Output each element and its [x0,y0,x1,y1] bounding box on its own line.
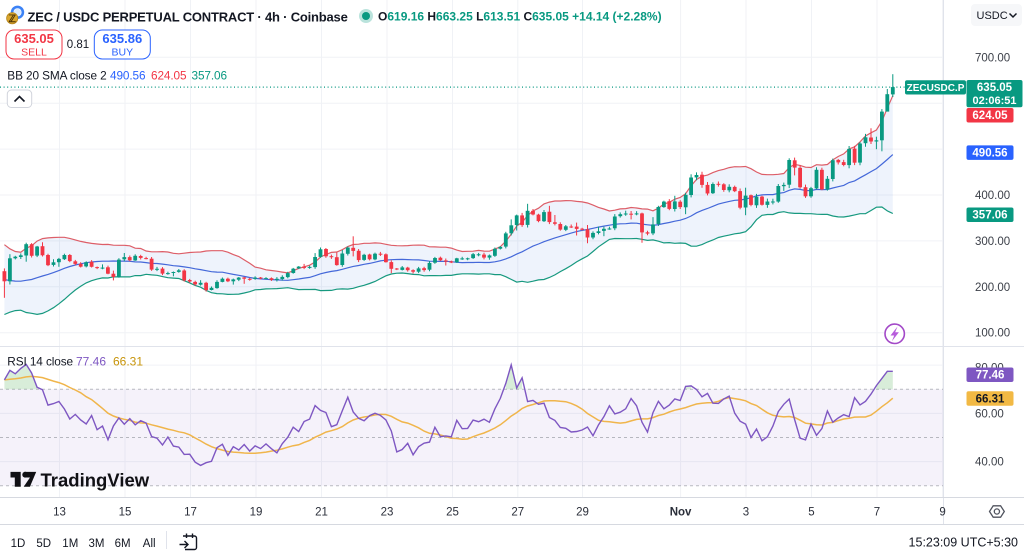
svg-text:Nov: Nov [670,507,692,519]
svg-text:21: 21 [315,507,328,519]
svg-text:66.31: 66.31 [976,393,1005,405]
svg-text:15: 15 [119,507,132,519]
svg-text:357.06: 357.06 [192,69,228,83]
svg-text:BUY: BUY [112,47,134,59]
svg-text:SELL: SELL [21,47,47,59]
svg-text:357.06: 357.06 [972,210,1007,222]
svg-text:400.00: 400.00 [975,190,1010,202]
svg-text:635.86: 635.86 [102,31,142,46]
svg-text:77.46: 77.46 [76,355,106,369]
svg-text:1D: 1D [11,538,26,550]
svg-text:ZECUSDC.P: ZECUSDC.P [907,83,965,94]
svg-text:19: 19 [250,507,263,519]
svg-text:60.00: 60.00 [975,408,1004,420]
svg-text:490.56: 490.56 [110,69,146,83]
svg-text:02:06:51: 02:06:51 [972,95,1016,107]
svg-text:5D: 5D [36,538,51,550]
svg-text:635.05: 635.05 [14,31,54,46]
svg-text:25: 25 [446,507,459,519]
svg-text:23: 23 [381,507,394,519]
svg-text:3M: 3M [89,538,105,550]
svg-text:1M: 1M [62,538,78,550]
svg-text:RSI 14 close: RSI 14 close [7,355,73,369]
svg-text:5: 5 [808,507,814,519]
svg-text:3: 3 [743,507,749,519]
svg-text:9: 9 [939,507,945,519]
svg-text:77.46: 77.46 [976,370,1005,382]
svg-text:6M: 6M [115,538,131,550]
svg-text:ZEC / USDC PERPETUAL CONTRACT: ZEC / USDC PERPETUAL CONTRACT · 4h · Coi… [28,10,348,25]
svg-text:17: 17 [184,507,197,519]
svg-text:27: 27 [511,507,524,519]
svg-text:All: All [143,538,156,550]
svg-text:7: 7 [874,507,880,519]
svg-text:USDC: USDC [977,10,1008,22]
svg-text:635.05: 635.05 [977,82,1013,94]
svg-text:15:23:09 UTC+5:30: 15:23:09 UTC+5:30 [909,536,1018,550]
svg-text:66.31: 66.31 [113,355,143,369]
svg-text:29: 29 [576,507,589,519]
svg-text:200.00: 200.00 [975,282,1010,294]
svg-text:13: 13 [53,507,66,519]
svg-text:40.00: 40.00 [975,457,1004,469]
svg-text:624.05: 624.05 [972,110,1008,122]
svg-text:TradingView: TradingView [41,470,150,491]
svg-text:490.56: 490.56 [972,147,1007,159]
svg-text:700.00: 700.00 [975,52,1010,64]
svg-text:300.00: 300.00 [975,236,1010,248]
svg-text:0.81: 0.81 [67,39,89,51]
svg-text:BB 20 SMA close 2: BB 20 SMA close 2 [7,69,106,83]
svg-text:624.05: 624.05 [151,69,187,83]
svg-text:ℤ: ℤ [8,14,16,25]
svg-text:O619.16 H663.25 L613.51 C635.0: O619.16 H663.25 L613.51 C635.05 +14.14 (… [378,10,662,24]
svg-text:100.00: 100.00 [975,328,1010,340]
